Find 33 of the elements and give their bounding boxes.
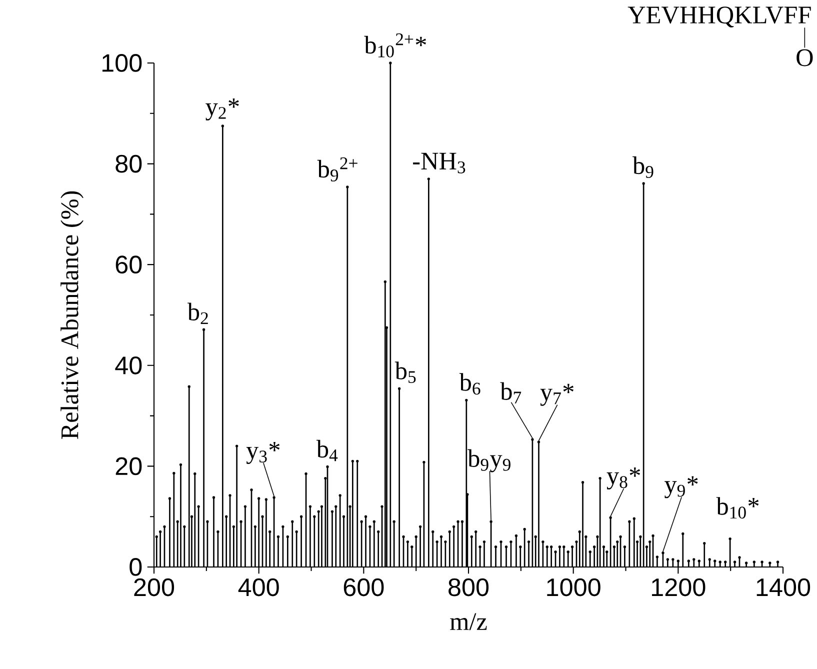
y-tick-label: 40: [115, 356, 142, 374]
annotation: b$_{9}$y$_{9}$: [468, 449, 510, 472]
annotation: b$_{10}$*: [716, 497, 759, 519]
x-tick-label: 400: [238, 578, 279, 596]
annotation: y$_{8}$*: [606, 467, 640, 490]
annotation: b$_{2}$: [187, 302, 208, 324]
annotation: b$_{6}$: [459, 373, 480, 395]
x-axis-title: m/z: [450, 613, 487, 630]
y-axis-title: Relative Abundance (%): [60, 191, 84, 440]
annotation: b$_{4}$: [316, 440, 338, 462]
text: YEVHHQKLVFF: [628, 6, 811, 28]
x-tick-label: 800: [448, 578, 489, 596]
annotation: b$_{9}$: [632, 156, 654, 178]
annotation: y$_{2}$*: [206, 98, 239, 120]
x-tick-label: 1200: [652, 578, 706, 596]
annotation: y$_{3}$*: [246, 442, 280, 464]
x-tick-label: 1400: [756, 578, 810, 596]
annotation: b$_{9}$2+: [317, 157, 358, 182]
annotation: -NH$_{3}$: [413, 152, 466, 174]
y-tick-label: 100: [102, 54, 142, 72]
x-tick-label: 200: [134, 578, 174, 596]
y-tick-label: 20: [116, 457, 142, 476]
x-tick-label: 600: [344, 578, 384, 596]
x-tick-label: 1000: [547, 578, 600, 596]
annotation: b$_{5}$: [394, 362, 416, 383]
y-tick-label: 0: [130, 558, 142, 576]
y-tick-label: 60: [116, 256, 142, 274]
text: O: [796, 49, 813, 66]
y-tick-label: 80: [116, 154, 142, 173]
annotation: y$_{9}$*: [664, 476, 698, 498]
annotation: b$_{7}$: [500, 382, 522, 404]
annotation: y$_{7}$*: [540, 384, 574, 406]
annotation: b$_{10}$$^{2+}$*: [364, 33, 426, 58]
